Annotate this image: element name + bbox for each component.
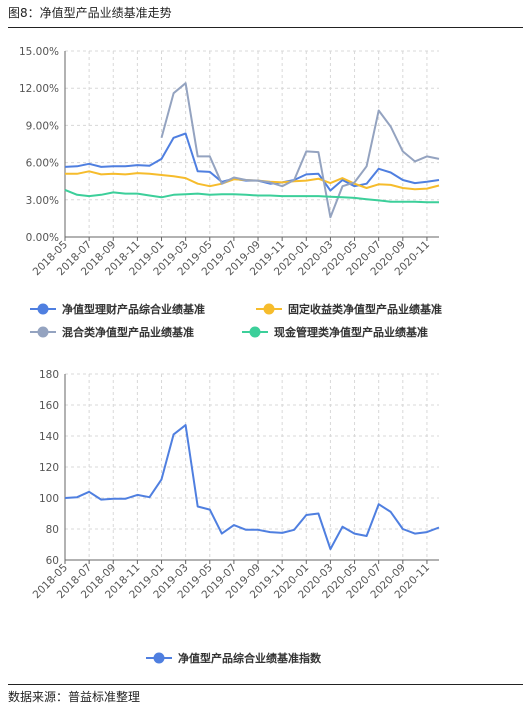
bottom-divider — [8, 684, 523, 685]
legend-item-2: 混合类净值型产品业绩基准 — [30, 325, 194, 339]
y-tick-label: 160 — [39, 400, 59, 412]
legend-item-3: 现金管理类净值型产品业绩基准 — [242, 325, 428, 339]
legend-marker — [153, 652, 165, 664]
figure-title: 图8：净值型产品业绩基准走势 — [8, 6, 172, 20]
y-tick-label: 60 — [46, 555, 59, 567]
legend-marker — [249, 326, 261, 338]
legend-marker — [37, 303, 49, 315]
y-tick-label: 100 — [39, 493, 59, 505]
legend-item-1: 固定收益类净值型产品业绩基准 — [256, 302, 442, 316]
legend-marker — [37, 326, 49, 338]
legend-item-0: 净值型产品综合业绩基准指数 — [146, 651, 322, 665]
series-line-0 — [64, 424, 440, 551]
benchmark-index-line-chart: 60801001201401601802018-052018-072018-09… — [31, 369, 440, 665]
legend-label: 净值型产品综合业绩基准指数 — [178, 651, 322, 665]
y-tick-label: 15.00% — [19, 46, 59, 58]
y-tick-label: 12.00% — [19, 83, 59, 95]
y-tick-label: 3.00% — [26, 195, 59, 207]
legend-label: 净值型理财产品综合业绩基准 — [62, 302, 205, 316]
y-tick-label: 9.00% — [26, 120, 59, 132]
y-tick-label: 180 — [39, 369, 59, 381]
y-tick-label: 6.00% — [26, 158, 59, 170]
series-line-3 — [64, 188, 439, 204]
y-tick-label: 140 — [39, 431, 59, 443]
legend-label: 固定收益类净值型产品业绩基准 — [288, 302, 442, 316]
data-source-note: 数据来源：普益标准整理 — [8, 690, 141, 704]
top-divider — [8, 27, 523, 28]
legend-marker — [263, 303, 275, 315]
y-tick-label: 80 — [46, 524, 59, 536]
benchmark-yield-line-chart: 0.00%3.00%6.00%9.00%12.00%15.00%2018-052… — [19, 46, 442, 339]
series-line-2 — [160, 82, 440, 219]
legend-item-0: 净值型理财产品综合业绩基准 — [30, 302, 205, 316]
y-tick-label: 120 — [39, 462, 59, 474]
y-tick-label: 0.00% — [26, 232, 59, 244]
legend-label: 混合类净值型产品业绩基准 — [62, 325, 194, 339]
legend-label: 现金管理类净值型产品业绩基准 — [274, 325, 428, 339]
